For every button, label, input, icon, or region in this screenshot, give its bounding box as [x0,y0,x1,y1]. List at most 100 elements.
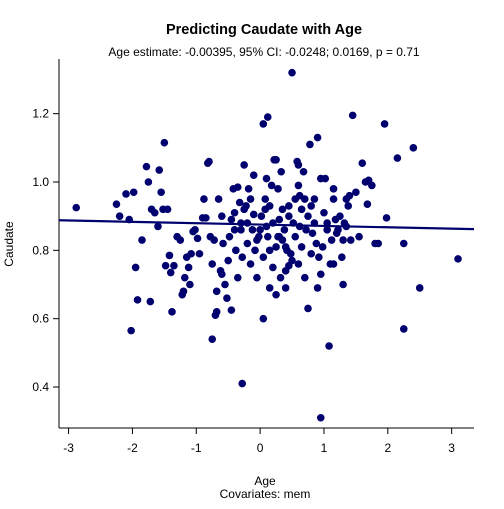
x-tick-label: 3 [448,441,455,455]
data-point [281,284,290,292]
data-point [345,191,354,200]
x-tick-label: 1 [321,441,328,455]
data-point [256,226,264,234]
data-point [249,210,258,219]
data-point [399,239,408,248]
data-point [272,243,280,251]
data-point [272,155,280,164]
data-point [72,203,81,212]
data-point [259,120,268,128]
y-tick-label: 0.8 [32,243,49,257]
data-point [205,157,213,166]
data-point [285,212,293,220]
data-point [261,195,270,203]
data-point [277,167,285,176]
data-point [157,188,165,197]
data-point [278,205,287,214]
data-point [160,138,169,147]
data-point [244,185,253,193]
data-point [363,200,372,209]
data-point [310,195,319,203]
data-point [318,243,327,251]
data-point [155,166,164,174]
data-point [238,253,247,261]
data-point [180,273,189,282]
data-point [242,202,250,210]
data-point [299,167,308,176]
data-point [263,232,272,241]
data-point [329,195,338,203]
data-point [208,260,217,268]
data-point [219,239,227,248]
data-point [302,226,310,234]
data-point [306,140,314,149]
data-point [144,178,153,186]
data-point [297,243,306,251]
data-point [187,249,195,258]
data-point [263,113,272,121]
data-point [454,255,462,263]
data-point [307,249,315,258]
chart-subtitle: Age estimate: -0.00395, 95% CI: -0.0248;… [108,45,420,59]
data-point [269,263,277,272]
data-point [233,183,242,191]
data-point [115,212,124,220]
data-point [191,226,199,234]
data-point [176,236,185,244]
data-point [161,261,170,270]
data-point [166,268,175,277]
data-point [168,308,176,316]
data-point [294,161,303,169]
data-point [193,234,202,243]
data-point [227,306,236,314]
data-point [339,236,347,244]
data-point [225,232,234,241]
data-point [127,326,135,335]
data-point [212,308,221,316]
data-point [276,273,285,282]
data-point [304,212,312,220]
data-point [261,205,270,214]
data-point [329,185,338,193]
data-point [186,280,194,289]
data-point [352,188,360,197]
data-point [249,171,258,179]
data-point [150,208,159,217]
data-point [212,287,221,296]
y-tick-label: 1.2 [32,107,49,121]
data-point [291,232,300,241]
data-point [315,253,323,261]
data-point [235,198,244,207]
data-point [409,144,418,152]
data-point [334,226,342,234]
data-point [138,236,146,244]
data-point [304,304,312,313]
data-point [281,243,290,251]
data-point [313,284,322,292]
data-point [179,287,188,296]
data-point [227,215,236,224]
data-point [131,263,140,272]
x-axis: -3 -2 -1 0 1 2 3 [59,427,474,455]
data-point [288,68,296,77]
y-tick-label: 1.0 [32,175,49,189]
data-point [307,202,315,210]
data-point [200,195,208,203]
data-point [280,226,289,234]
data-point [297,205,306,214]
x-tick-label: -2 [127,441,138,455]
data-point [336,212,344,220]
x-axis-sublabel: Covariates: mem [220,487,311,501]
data-point [344,202,353,210]
chart-title: Predicting Caudate with Age [166,22,362,38]
data-points [72,68,462,422]
data-point [259,253,268,261]
data-point [358,159,367,168]
data-point [308,229,317,238]
y-tick-label: 0.6 [32,312,49,326]
data-point [316,270,325,279]
data-point [170,261,178,270]
data-point [202,214,210,222]
data-point [301,273,309,282]
data-point [122,190,130,198]
